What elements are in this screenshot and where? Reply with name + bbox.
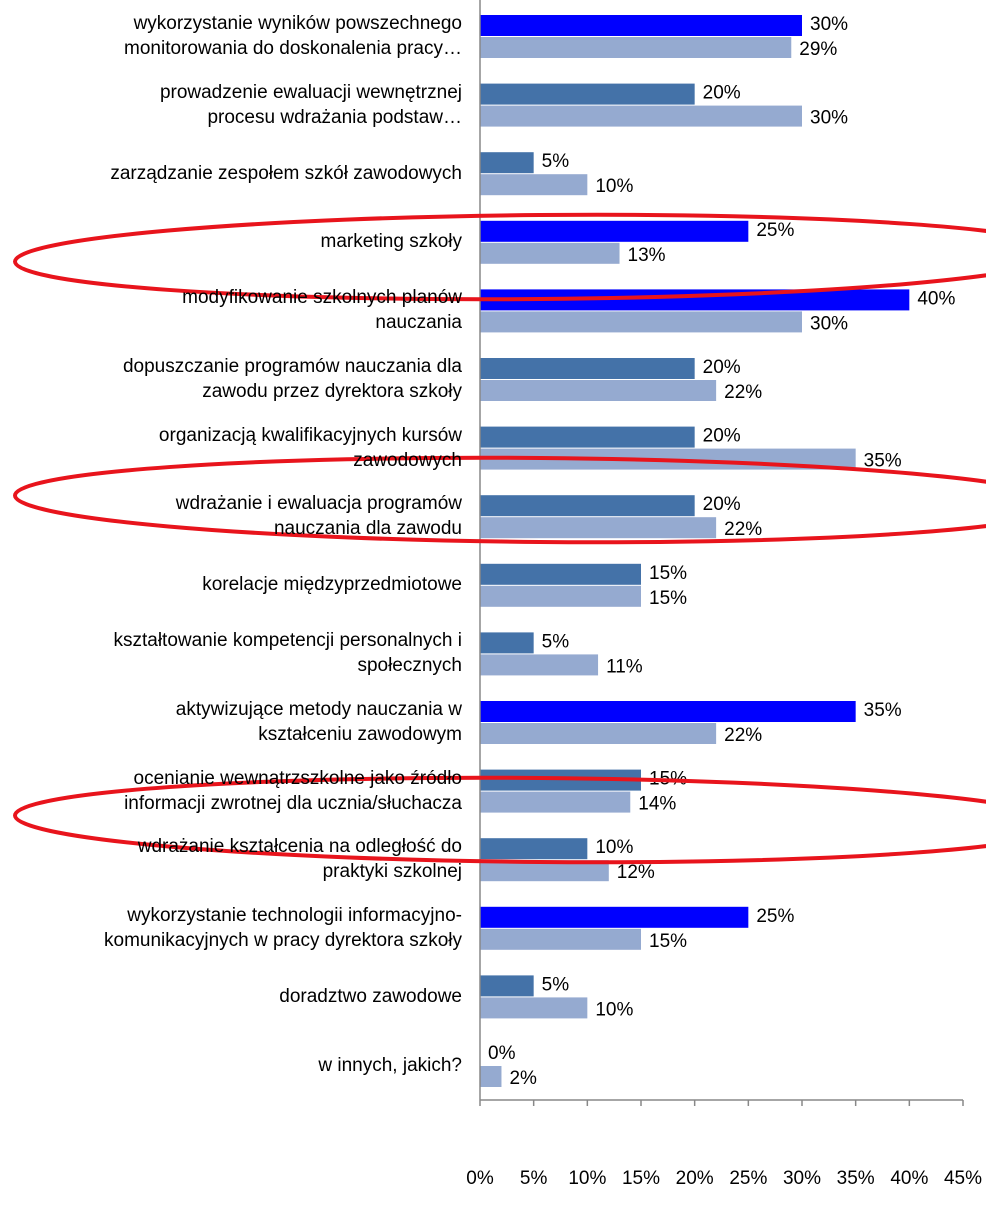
value-label: 25% xyxy=(756,220,794,241)
value-label: 20% xyxy=(703,83,741,104)
value-label: 10% xyxy=(595,176,633,197)
category-label: doradztwo zawodowe xyxy=(279,985,462,1007)
bar xyxy=(480,838,588,860)
value-label: 22% xyxy=(724,382,762,403)
category-label: kształtowanie kompetencji personalnych i… xyxy=(113,630,462,677)
bar xyxy=(480,15,802,36)
value-label: 35% xyxy=(864,700,902,721)
bar xyxy=(480,906,749,928)
value-label: 20% xyxy=(703,357,741,378)
x-tick-label: 20% xyxy=(676,1168,714,1189)
value-label: 15% xyxy=(649,588,687,609)
value-label: 15% xyxy=(649,931,687,952)
bar xyxy=(480,495,695,517)
value-label: 40% xyxy=(917,288,955,309)
bar xyxy=(480,220,749,242)
x-tick-label: 35% xyxy=(837,1168,875,1189)
bar xyxy=(480,975,534,997)
highlight-ellipse xyxy=(13,455,986,545)
bar xyxy=(480,380,717,401)
category-label: w innych, jakich? xyxy=(318,1054,462,1076)
x-tick-label: 30% xyxy=(783,1168,821,1189)
bar xyxy=(480,632,534,654)
value-label: 12% xyxy=(617,862,655,883)
category-label: ocenianie wewnątrzszkolne jako źródło in… xyxy=(124,767,462,814)
bar xyxy=(480,311,802,333)
bar xyxy=(480,928,641,950)
value-label: 13% xyxy=(628,245,666,266)
value-label: 14% xyxy=(638,794,676,815)
value-label: 22% xyxy=(724,725,762,746)
value-label: 10% xyxy=(595,999,633,1020)
bar xyxy=(480,585,641,607)
highlight-ellipse xyxy=(13,212,986,302)
bar xyxy=(480,701,856,722)
category-label: organizacją kwalifikacyjnych kursów zawo… xyxy=(158,424,462,471)
x-tick-label: 45% xyxy=(944,1168,982,1189)
x-tick-label: 5% xyxy=(520,1168,548,1189)
x-tick-label: 25% xyxy=(729,1168,767,1189)
category-label: aktywizujące metody nauczania w kształce… xyxy=(175,699,462,745)
bar xyxy=(480,997,588,1019)
category-label: wdrażanie i ewaluacja programów nauczani… xyxy=(175,493,462,540)
bar xyxy=(480,289,910,311)
category-label: prowadzenie ewaluacji wewnętrznej proces… xyxy=(159,81,462,128)
value-label: 30% xyxy=(810,14,848,35)
annotations xyxy=(13,212,986,865)
bar xyxy=(480,83,695,105)
value-label: 5% xyxy=(542,151,570,172)
bar xyxy=(480,791,631,813)
bar xyxy=(480,563,641,585)
bar xyxy=(480,152,534,174)
bar xyxy=(480,358,695,379)
value-label: 35% xyxy=(864,451,902,472)
plot: 30% 29% 20% 30% 5% 10% 25% 13% 40% 30% 20% 22% 20% 35… xyxy=(466,0,982,1189)
x-tick-label: 40% xyxy=(890,1168,928,1189)
category-label: marketing szkoły xyxy=(320,231,463,253)
value-label: 20% xyxy=(703,426,741,447)
x-tick-label: 10% xyxy=(568,1168,606,1189)
category-label: wykorzystanie wyników powszechnego monit… xyxy=(124,13,462,59)
highlight-ellipse xyxy=(13,775,986,865)
bar xyxy=(480,517,717,539)
value-label: 11% xyxy=(606,656,643,677)
value-label: 5% xyxy=(542,974,570,995)
bar xyxy=(480,723,717,744)
value-label: 5% xyxy=(542,631,570,652)
value-label: 20% xyxy=(703,494,741,515)
category-label: zarządzanie zespołem szkół zawodowych xyxy=(110,162,462,184)
category-label: korelacje międzyprzedmiotowe xyxy=(202,574,462,596)
bar xyxy=(480,426,695,448)
value-label: 10% xyxy=(595,837,633,858)
bar xyxy=(480,860,609,882)
category-label: wdrażanie kształcenia na odległość do pr… xyxy=(137,836,462,883)
value-label: 30% xyxy=(810,313,848,334)
bar xyxy=(480,37,792,58)
bar xyxy=(480,242,620,264)
category-label: wykorzystanie technologii informacyjno- … xyxy=(104,904,462,951)
x-tick-label: 15% xyxy=(622,1168,660,1189)
category-label: modyfikowanie szkolnych planów nauczania xyxy=(182,287,462,334)
value-label: 2% xyxy=(509,1068,537,1089)
bar xyxy=(480,174,588,196)
x-tick-label: 0% xyxy=(466,1168,494,1189)
value-label: 15% xyxy=(649,563,687,584)
value-label: 0% xyxy=(488,1043,516,1064)
value-label: 25% xyxy=(756,906,794,927)
category-label: dopuszczanie programów nauczania dla zaw… xyxy=(122,356,462,402)
value-label: 22% xyxy=(724,519,762,540)
value-label: 29% xyxy=(799,39,837,60)
bar xyxy=(480,1066,502,1087)
bar xyxy=(480,105,802,127)
bar xyxy=(480,654,599,676)
value-label: 30% xyxy=(810,108,848,129)
